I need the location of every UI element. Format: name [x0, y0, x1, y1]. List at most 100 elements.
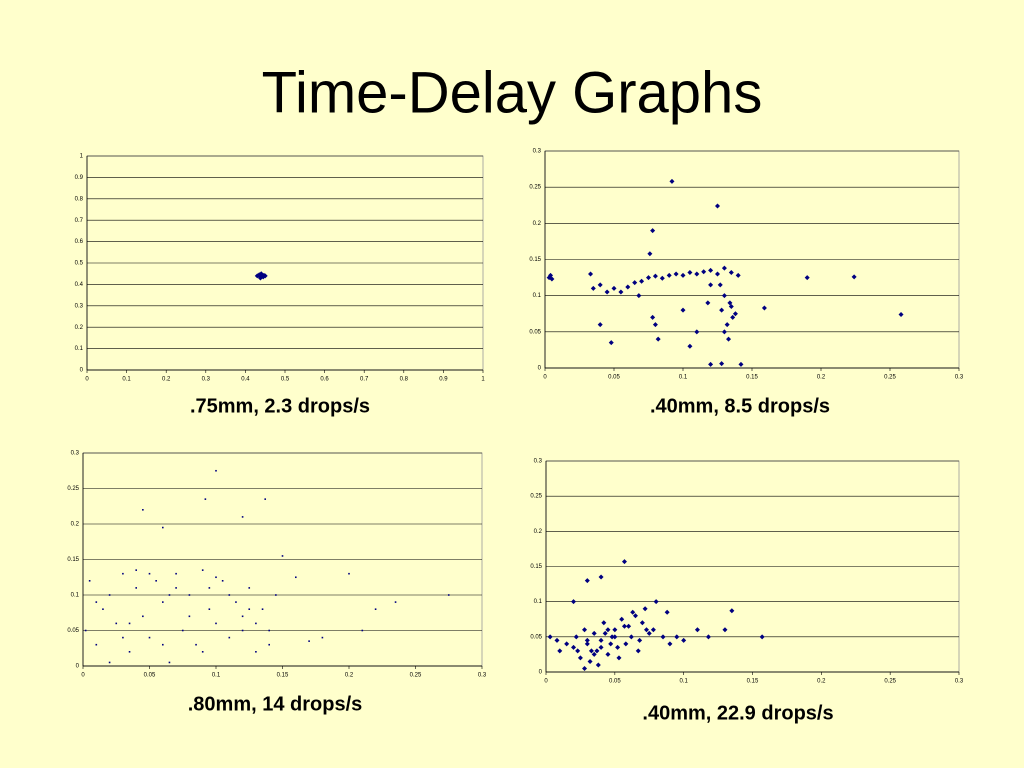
x-tick-label: 0.3 [478, 673, 487, 679]
point [361, 629, 364, 632]
y-tick-label: 0.25 [67, 486, 79, 492]
point [587, 658, 593, 664]
x-tick-label: 0.2 [345, 673, 354, 679]
point [122, 572, 124, 575]
point [142, 615, 144, 618]
point [264, 498, 267, 500]
point [705, 634, 711, 640]
point [175, 572, 177, 575]
point [666, 272, 672, 278]
point [726, 336, 732, 342]
point [168, 594, 171, 596]
y-tick-label: 0 [539, 670, 543, 676]
point [609, 634, 615, 640]
point [687, 270, 693, 276]
point [721, 293, 727, 299]
point [708, 267, 714, 273]
point [715, 203, 720, 209]
point [447, 594, 450, 596]
point [646, 630, 652, 636]
x-tick-label: 0.05 [609, 679, 621, 685]
y-tick-label: 0.5 [75, 261, 84, 267]
point [268, 643, 270, 646]
point [188, 615, 191, 618]
point [268, 629, 270, 632]
chart-caption: .80mm, 14 drops/s [188, 693, 363, 715]
point [577, 655, 583, 661]
x-tick-label: 0.5 [281, 377, 290, 383]
x-tick-label: 0.2 [162, 377, 171, 383]
point [673, 271, 679, 277]
point [680, 272, 686, 278]
point [642, 606, 648, 612]
point [591, 651, 597, 657]
y-tick-label: 0.6 [75, 239, 84, 245]
point [248, 587, 251, 589]
point [608, 641, 614, 647]
point [582, 627, 588, 633]
point [728, 270, 734, 276]
y-tick-label: 0.15 [530, 564, 542, 570]
point [608, 340, 614, 346]
point [235, 601, 237, 603]
point [215, 622, 217, 625]
y-tick-label: 0.9 [75, 175, 84, 181]
point [248, 608, 251, 610]
point [257, 273, 263, 279]
point [681, 637, 687, 643]
x-tick-label: 0.9 [439, 377, 448, 383]
point [275, 594, 277, 596]
point [669, 178, 675, 184]
point [584, 641, 590, 647]
point [680, 307, 686, 313]
x-tick-label: 0.25 [884, 679, 896, 685]
point [732, 311, 738, 317]
y-tick-label: 0 [80, 368, 84, 374]
y-tick-label: 0.2 [75, 325, 84, 331]
y-tick-label: 0.8 [75, 196, 84, 202]
point [719, 307, 725, 313]
point [659, 275, 665, 281]
point [175, 587, 177, 589]
point [660, 634, 666, 640]
point [650, 314, 656, 320]
point [687, 343, 693, 349]
point [564, 641, 570, 647]
point [851, 274, 857, 280]
point [705, 300, 711, 306]
point [623, 641, 629, 647]
point [619, 616, 625, 622]
point [201, 651, 204, 653]
point [584, 578, 590, 584]
point [195, 643, 197, 646]
y-tick-label: 0.05 [530, 634, 542, 640]
point [650, 228, 656, 234]
point [590, 285, 596, 291]
point [694, 329, 700, 335]
point [128, 622, 131, 625]
point [598, 574, 604, 580]
point [722, 627, 728, 633]
x-tick-label: 0.2 [817, 679, 826, 685]
point [394, 601, 397, 603]
point [162, 526, 164, 529]
point [650, 627, 656, 633]
point [612, 634, 618, 640]
point [618, 289, 624, 295]
y-tick-label: 0.3 [533, 149, 542, 155]
point [155, 580, 157, 582]
point [602, 630, 608, 636]
point [321, 636, 324, 639]
y-tick-label: 0.2 [71, 522, 80, 528]
x-tick-label: 0 [543, 375, 547, 381]
x-tick-label: 0.15 [277, 673, 289, 679]
x-tick-label: 0 [85, 377, 89, 383]
point [655, 336, 661, 342]
y-tick-label: 0 [76, 664, 80, 670]
x-tick-label: 0.2 [817, 375, 826, 381]
point [221, 580, 224, 582]
y-tick-label: 1 [80, 154, 84, 160]
point [717, 282, 723, 288]
